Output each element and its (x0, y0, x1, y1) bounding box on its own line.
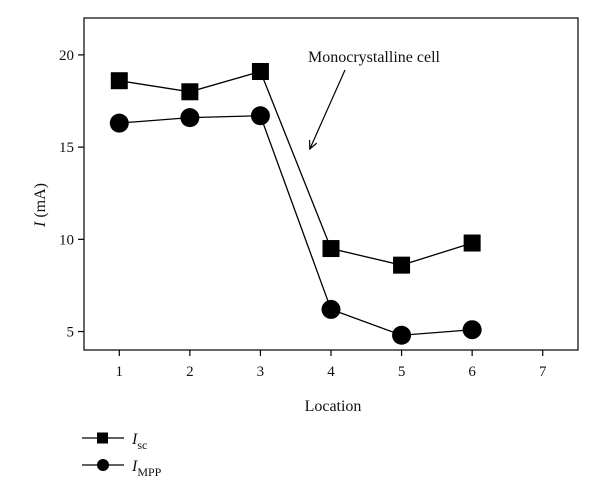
data-point (109, 113, 129, 133)
x-axis: 1 2 3 4 5 6 7 (116, 350, 547, 380)
data-point (110, 72, 128, 90)
series-layer (109, 62, 482, 345)
series-isc (110, 62, 481, 274)
annotation-text: Monocrystalline cell (308, 49, 441, 66)
y-axis: 5 10 15 20 (59, 48, 84, 341)
series-impp (109, 106, 482, 345)
data-point (462, 320, 482, 340)
svg-text:I(mA): I (mA) (32, 183, 49, 228)
data-point (321, 299, 341, 319)
x-tick-label: 2 (186, 364, 194, 380)
y-tick-label: 10 (59, 232, 74, 248)
data-point (392, 325, 412, 345)
x-tick-label: 6 (468, 364, 476, 380)
x-tick-label: 1 (116, 364, 124, 380)
x-tick-label: 4 (327, 364, 335, 380)
legend-item: Isc (82, 431, 147, 452)
data-point (180, 108, 200, 128)
y-tick-label: 5 (67, 325, 75, 341)
annotation: Monocrystalline cell (308, 49, 441, 151)
y-axis-title-symbol: I (32, 221, 49, 228)
y-axis-title: I (mA) (32, 183, 49, 228)
data-point (181, 83, 199, 101)
x-tick-label: 3 (257, 364, 265, 380)
legend-label-main: I (131, 458, 138, 475)
legend-square-marker (97, 432, 108, 444)
annotation-arrow (309, 69, 346, 150)
series-line (119, 115, 473, 336)
y-tick-label: 20 (59, 48, 74, 64)
data-point (463, 234, 481, 252)
legend-circle-marker (97, 459, 109, 471)
series-line (119, 70, 473, 266)
y-tick-label: 15 (59, 140, 74, 156)
data-point (250, 106, 270, 126)
legend-label: Isc (131, 431, 147, 452)
data-point (393, 256, 411, 274)
legend-label-main: I (131, 431, 138, 448)
legend-label: IMPP (131, 458, 162, 479)
x-tick-label: 7 (539, 364, 547, 380)
data-point (322, 240, 340, 258)
data-point (251, 62, 269, 80)
annotation-arrowhead (308, 139, 318, 151)
x-tick-label: 5 (398, 364, 406, 380)
legend-label-sub: sc (137, 438, 147, 452)
x-axis-title: Location (305, 398, 362, 415)
legend-item: IMPP (82, 458, 162, 479)
legend-label-sub: MPP (137, 465, 161, 479)
y-axis-title-unit: (mA) (32, 183, 49, 218)
